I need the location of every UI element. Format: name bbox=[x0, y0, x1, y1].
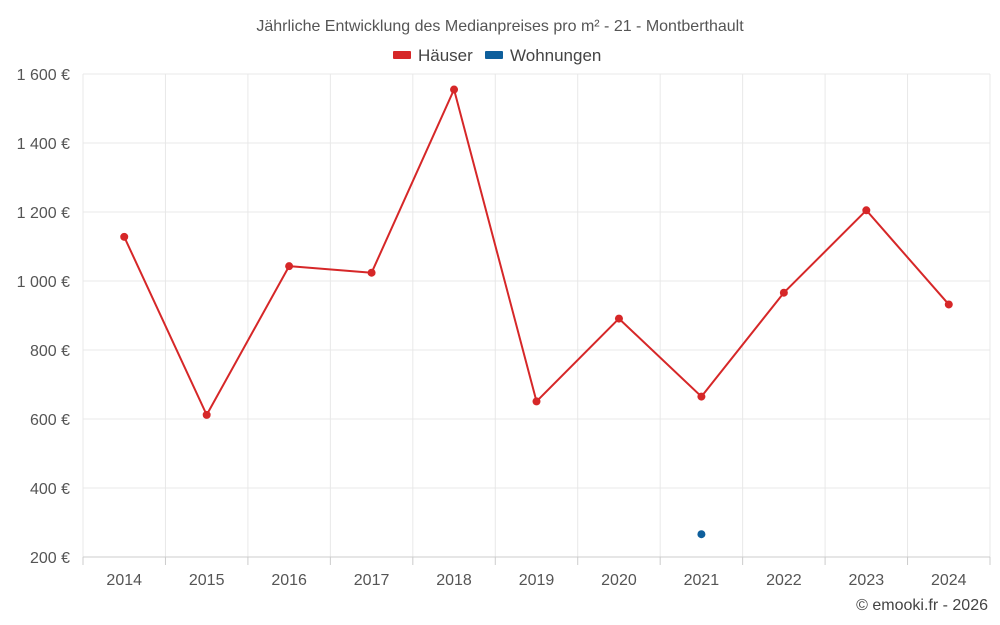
data-point-haeuser[interactable] bbox=[202, 410, 211, 419]
y-tick-label: 800 € bbox=[30, 343, 70, 360]
legend-item-wohnungen[interactable]: Wohnungen bbox=[485, 46, 601, 65]
data-point-haeuser[interactable] bbox=[532, 397, 541, 406]
x-tick-label: 2024 bbox=[931, 572, 967, 589]
data-point-haeuser[interactable] bbox=[120, 232, 129, 241]
data-point-haeuser[interactable] bbox=[450, 85, 459, 94]
legend-swatch-haeuser bbox=[393, 51, 411, 59]
x-tick-label: 2014 bbox=[106, 572, 142, 589]
data-point-haeuser[interactable] bbox=[944, 300, 953, 309]
legend: Häuser Wohnungen bbox=[393, 46, 601, 65]
legend-label-wohnungen: Wohnungen bbox=[510, 46, 601, 65]
legend-item-haeuser[interactable]: Häuser bbox=[393, 46, 473, 65]
y-tick-label: 200 € bbox=[30, 550, 70, 567]
x-tick-label: 2022 bbox=[766, 572, 802, 589]
data-point-haeuser[interactable] bbox=[862, 206, 871, 215]
legend-label-haeuser: Häuser bbox=[418, 46, 473, 65]
y-axis: 200 € 400 € 600 € 800 € 1 000 € 1 200 € 1 400 … bbox=[17, 67, 70, 567]
y-tick-label: 1 200 € bbox=[17, 205, 70, 222]
credit-text: © emooki.fr - 2026 bbox=[856, 597, 988, 614]
data-point-haeuser[interactable] bbox=[779, 288, 788, 297]
data-point-haeuser[interactable] bbox=[697, 392, 706, 401]
grid bbox=[82, 73, 991, 558]
data-point-wohnungen[interactable] bbox=[697, 530, 706, 539]
x-axis: 2014 2015 2016 2017 2018 2019 2020 2021 2022 2023… bbox=[82, 556, 991, 589]
y-tick-label: 600 € bbox=[30, 412, 70, 429]
x-tick-label: 2019 bbox=[519, 572, 555, 589]
y-tick-label: 400 € bbox=[30, 481, 70, 498]
series-layer bbox=[120, 85, 953, 539]
data-point-haeuser[interactable] bbox=[614, 314, 623, 323]
y-tick-label: 1 600 € bbox=[17, 67, 70, 84]
x-tick-label: 2017 bbox=[354, 572, 390, 589]
legend-swatch-wohnungen bbox=[485, 51, 503, 59]
chart-title: Jährliche Entwicklung des Medianpreises … bbox=[256, 18, 744, 35]
x-tick-label: 2018 bbox=[436, 572, 472, 589]
y-tick-label: 1 400 € bbox=[17, 136, 70, 153]
data-point-haeuser[interactable] bbox=[367, 268, 376, 277]
x-tick-label: 2023 bbox=[849, 572, 885, 589]
y-tick-label: 1 000 € bbox=[17, 274, 70, 291]
x-tick-label: 2016 bbox=[271, 572, 307, 589]
data-point-haeuser[interactable] bbox=[285, 262, 294, 271]
x-tick-label: 2020 bbox=[601, 572, 637, 589]
x-tick-label: 2021 bbox=[684, 572, 720, 589]
x-tick-label: 2015 bbox=[189, 572, 225, 589]
